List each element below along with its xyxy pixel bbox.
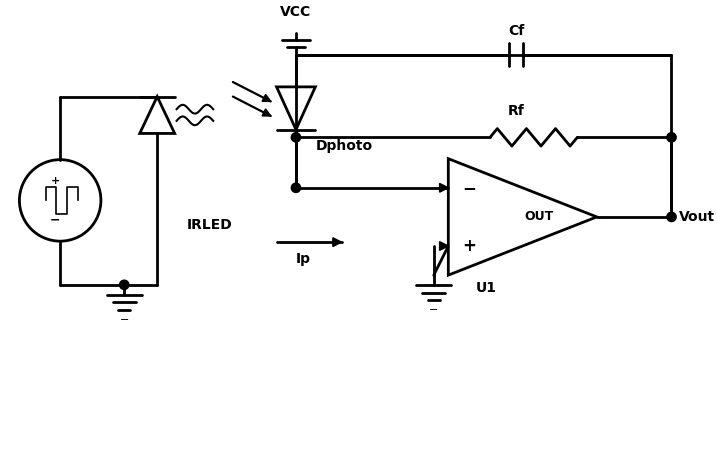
Text: U1: U1	[475, 281, 496, 295]
Text: IRLED: IRLED	[186, 218, 232, 232]
Text: Dphoto: Dphoto	[315, 139, 373, 153]
Text: −: −	[120, 315, 129, 325]
Circle shape	[291, 183, 300, 193]
Text: +: +	[51, 176, 60, 186]
Polygon shape	[262, 94, 271, 101]
Circle shape	[291, 133, 300, 142]
Text: −: −	[429, 305, 438, 315]
Circle shape	[120, 280, 129, 290]
Circle shape	[667, 212, 676, 221]
Text: Ip: Ip	[296, 252, 311, 266]
Circle shape	[667, 133, 676, 142]
Text: VCC: VCC	[280, 5, 312, 19]
Text: −: −	[462, 179, 477, 197]
Polygon shape	[262, 109, 271, 116]
Text: +: +	[462, 237, 477, 255]
Polygon shape	[440, 184, 448, 192]
Text: Vout: Vout	[679, 210, 716, 224]
Polygon shape	[333, 238, 341, 247]
Text: Cf: Cf	[508, 24, 524, 38]
Text: OUT: OUT	[524, 211, 554, 223]
Polygon shape	[440, 242, 448, 250]
Text: −: −	[50, 213, 60, 226]
Text: Rf: Rf	[508, 104, 525, 118]
